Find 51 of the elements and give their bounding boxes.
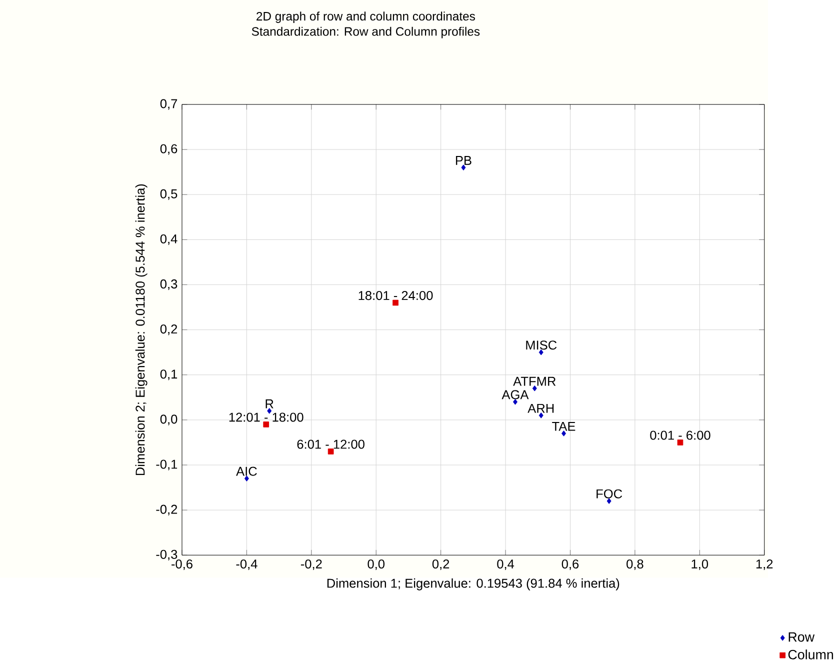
x-tick-label: -0,2 (300, 559, 322, 570)
annotation: TAE (552, 422, 576, 431)
annotation: 6:01 - 12:00 (297, 440, 364, 449)
y-tick-label: 0,2 (160, 324, 178, 336)
y-tick-label: 0,0 (160, 414, 178, 426)
legend-label: Row (788, 632, 815, 642)
y-tick-label: 0,4 (160, 234, 178, 245)
x-tick-label: 1,0 (692, 559, 708, 570)
point (244, 476, 249, 482)
x-tick-label: -0,4 (236, 559, 258, 570)
point (677, 440, 684, 446)
y-tick-label: 0,5 (160, 189, 178, 200)
x-tick-label: 0,6 (562, 559, 579, 570)
y-tick-label: 0,3 (160, 279, 178, 290)
y-tick-label: -0,2 (156, 504, 178, 516)
x-tick-label: -0,6 (172, 559, 192, 570)
y-tick-label: -0,1 (156, 460, 178, 470)
annotation: ARH (528, 404, 554, 413)
x-axis-title: Dimension 1; Eigenvalue: 0.19543 (91.84 % inertia) (327, 578, 620, 590)
chart-title: 2D graph of row and column coordinates (256, 12, 475, 23)
point (461, 164, 466, 170)
annotation: AGA (502, 390, 529, 400)
point (328, 448, 334, 454)
annotation: 18:01 - 24:00 (358, 291, 433, 300)
point (392, 300, 398, 306)
point (267, 408, 272, 414)
x-tick-label: 1,2 (756, 559, 773, 570)
annotation: R (266, 399, 274, 408)
annotation: FOC (596, 489, 622, 498)
x-tick-label: 0,8 (626, 559, 644, 570)
y-tick-label: -0,3 (156, 550, 178, 560)
annotation: AIC (236, 466, 257, 476)
annotation: PB (456, 156, 472, 165)
point (512, 399, 518, 405)
legend-label: Column (788, 650, 834, 660)
point (538, 412, 544, 418)
x-tick-label: 0,0 (368, 559, 385, 570)
x-tick-label: 0,2 (432, 559, 450, 570)
y-axis-title: Dimension 2; Eigenvalue: 0.01180 (5.544 % inertia) (135, 184, 148, 476)
point (263, 422, 270, 428)
point (606, 498, 612, 504)
annotation: ATFMR (513, 376, 556, 386)
y-tick-label: 0,1 (160, 370, 178, 380)
annotation: 0:01 - 6:00 (650, 430, 710, 440)
y-tick-label: 0,7 (160, 99, 178, 110)
annotation: MISC (526, 340, 557, 350)
y-tick-label: 0,6 (160, 144, 178, 155)
point (562, 430, 566, 436)
x-tick-label: 0,4 (497, 559, 514, 570)
chart-subtitle: Standardization: Row and Column profiles (252, 26, 480, 38)
annotation: 12:01 - 18:00 (229, 412, 304, 422)
